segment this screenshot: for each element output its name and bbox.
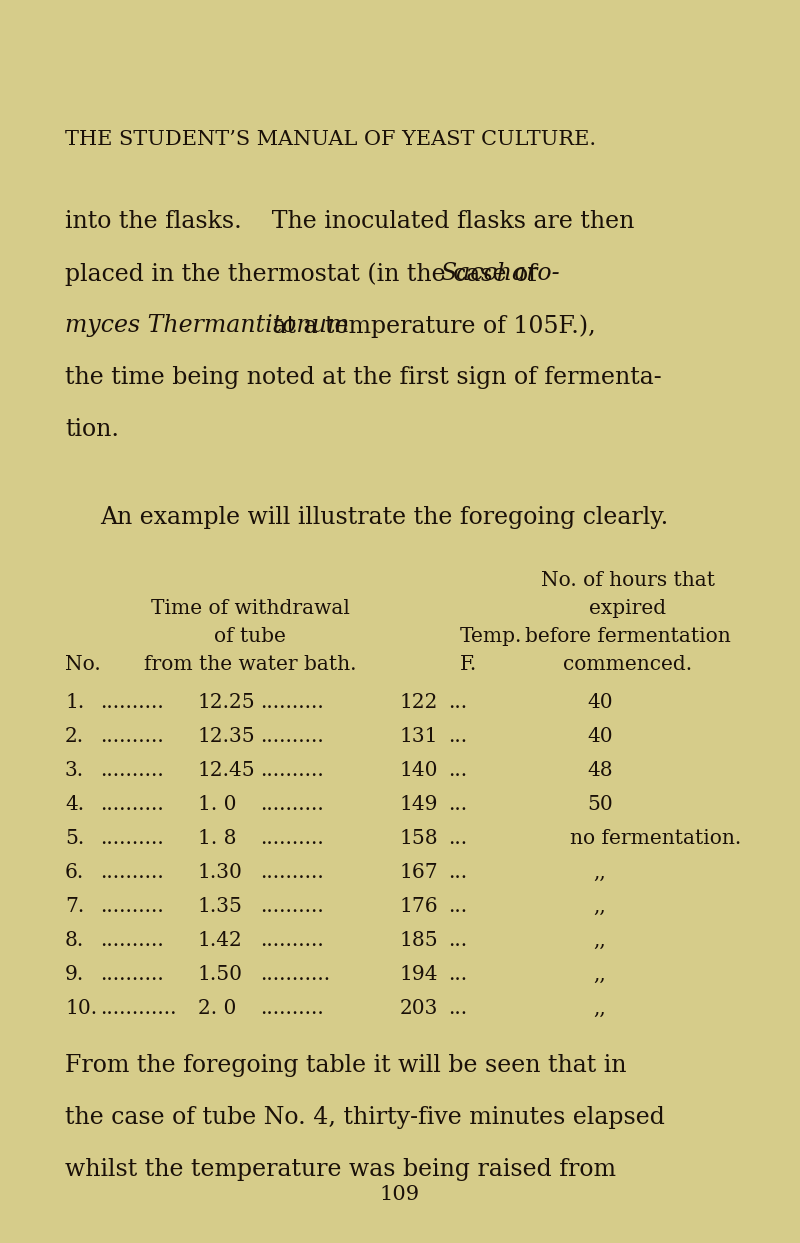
Text: 1. 8: 1. 8 (198, 829, 237, 849)
Text: before fermentation: before fermentation (525, 628, 731, 646)
Text: ..........: .......... (260, 999, 324, 1018)
Text: the time being noted at the first sign of fermenta-: the time being noted at the first sign o… (65, 365, 662, 389)
Text: 1.50: 1.50 (198, 966, 243, 984)
Text: 48: 48 (587, 762, 613, 781)
Text: No.: No. (65, 655, 101, 675)
Text: ..........: .......... (260, 694, 324, 712)
Text: ...: ... (448, 897, 467, 916)
Text: 7.: 7. (65, 897, 84, 916)
Text: ..........: .......... (260, 864, 324, 883)
Text: ..........: .......... (260, 762, 324, 781)
Text: ..........: .......... (260, 931, 324, 951)
Text: 9.: 9. (65, 966, 84, 984)
Text: ..........: .......... (260, 829, 324, 849)
Text: at a temperature of 105F.),: at a temperature of 105F.), (265, 314, 596, 338)
Text: 3.: 3. (65, 762, 84, 781)
Text: 8.: 8. (65, 931, 84, 951)
Text: ..........: .......... (100, 694, 164, 712)
Text: An example will illustrate the foregoing clearly.: An example will illustrate the foregoing… (100, 506, 668, 530)
Text: 109: 109 (380, 1185, 420, 1204)
Text: myces Thermantitonum: myces Thermantitonum (65, 314, 350, 337)
Text: ,,: ,, (594, 864, 606, 883)
Text: placed in the thermostat (in the case of: placed in the thermostat (in the case of (65, 262, 544, 286)
Text: 10.: 10. (65, 999, 97, 1018)
Text: ..........: .......... (100, 727, 164, 746)
Text: ...: ... (448, 864, 467, 883)
Text: 40: 40 (587, 727, 613, 746)
Text: 140: 140 (400, 762, 438, 781)
Text: 149: 149 (400, 796, 438, 814)
Text: ..........: .......... (100, 931, 164, 951)
Text: tion.: tion. (65, 418, 119, 441)
Text: ..........: .......... (100, 966, 164, 984)
Text: ..........: .......... (100, 796, 164, 814)
Text: ,,: ,, (594, 931, 606, 951)
Text: ..........: .......... (100, 762, 164, 781)
Text: F.: F. (460, 655, 478, 675)
Text: 5.: 5. (65, 829, 84, 849)
Text: ,,: ,, (594, 897, 606, 916)
Text: 203: 203 (400, 999, 438, 1018)
Text: 12.45: 12.45 (198, 762, 256, 781)
Text: 167: 167 (400, 864, 438, 883)
Text: of tube: of tube (214, 628, 286, 646)
Text: 131: 131 (400, 727, 438, 746)
Text: ...: ... (448, 796, 467, 814)
Text: No. of hours that: No. of hours that (541, 572, 715, 590)
Text: ..........: .......... (100, 864, 164, 883)
Text: commenced.: commenced. (563, 655, 693, 675)
Text: from the water bath.: from the water bath. (144, 655, 356, 675)
Text: 185: 185 (400, 931, 438, 951)
Text: 2.: 2. (65, 727, 84, 746)
Text: 12.25: 12.25 (198, 694, 256, 712)
Text: 6.: 6. (65, 864, 84, 883)
Text: 176: 176 (400, 897, 438, 916)
Text: ...........: ........... (260, 966, 330, 984)
Text: ..........: .......... (100, 829, 164, 849)
Text: no fermentation.: no fermentation. (570, 829, 742, 849)
Text: ...: ... (448, 931, 467, 951)
Text: ..........: .......... (260, 897, 324, 916)
Text: THE STUDENT’S MANUAL OF YEAST CULTURE.: THE STUDENT’S MANUAL OF YEAST CULTURE. (65, 131, 596, 149)
Text: Temp.: Temp. (460, 628, 522, 646)
Text: 50: 50 (587, 796, 613, 814)
Text: 1. 0: 1. 0 (198, 796, 237, 814)
Text: 40: 40 (587, 694, 613, 712)
Text: 1.: 1. (65, 694, 84, 712)
Text: ...: ... (448, 694, 467, 712)
Text: ...: ... (448, 966, 467, 984)
Text: From the foregoing table it will be seen that in: From the foregoing table it will be seen… (65, 1054, 626, 1078)
Text: into the flasks.    The inoculated flasks are then: into the flasks. The inoculated flasks a… (65, 210, 634, 232)
Text: 1.42: 1.42 (198, 931, 242, 951)
Text: Time of withdrawal: Time of withdrawal (150, 599, 350, 619)
Text: ...: ... (448, 762, 467, 781)
Text: ..........: .......... (100, 897, 164, 916)
Text: the case of tube No. 4, thirty-five minutes elapsed: the case of tube No. 4, thirty-five minu… (65, 1106, 665, 1130)
Text: 1.35: 1.35 (198, 897, 243, 916)
Text: ...: ... (448, 829, 467, 849)
Text: 2. 0: 2. 0 (198, 999, 236, 1018)
Text: 194: 194 (400, 966, 438, 984)
Text: 1.30: 1.30 (198, 864, 243, 883)
Text: 4.: 4. (65, 796, 84, 814)
Text: ,,: ,, (594, 966, 606, 984)
Text: ..........: .......... (260, 796, 324, 814)
Text: ............: ............ (100, 999, 177, 1018)
Text: ...: ... (448, 999, 467, 1018)
Text: ..........: .......... (260, 727, 324, 746)
Text: ,,: ,, (594, 999, 606, 1018)
Text: expired: expired (590, 599, 666, 619)
Text: 122: 122 (400, 694, 438, 712)
Text: 158: 158 (400, 829, 438, 849)
Text: Saccharo-: Saccharo- (440, 262, 560, 285)
Text: ...: ... (448, 727, 467, 746)
Text: whilst the temperature was being raised from: whilst the temperature was being raised … (65, 1158, 616, 1181)
Text: 12.35: 12.35 (198, 727, 256, 746)
